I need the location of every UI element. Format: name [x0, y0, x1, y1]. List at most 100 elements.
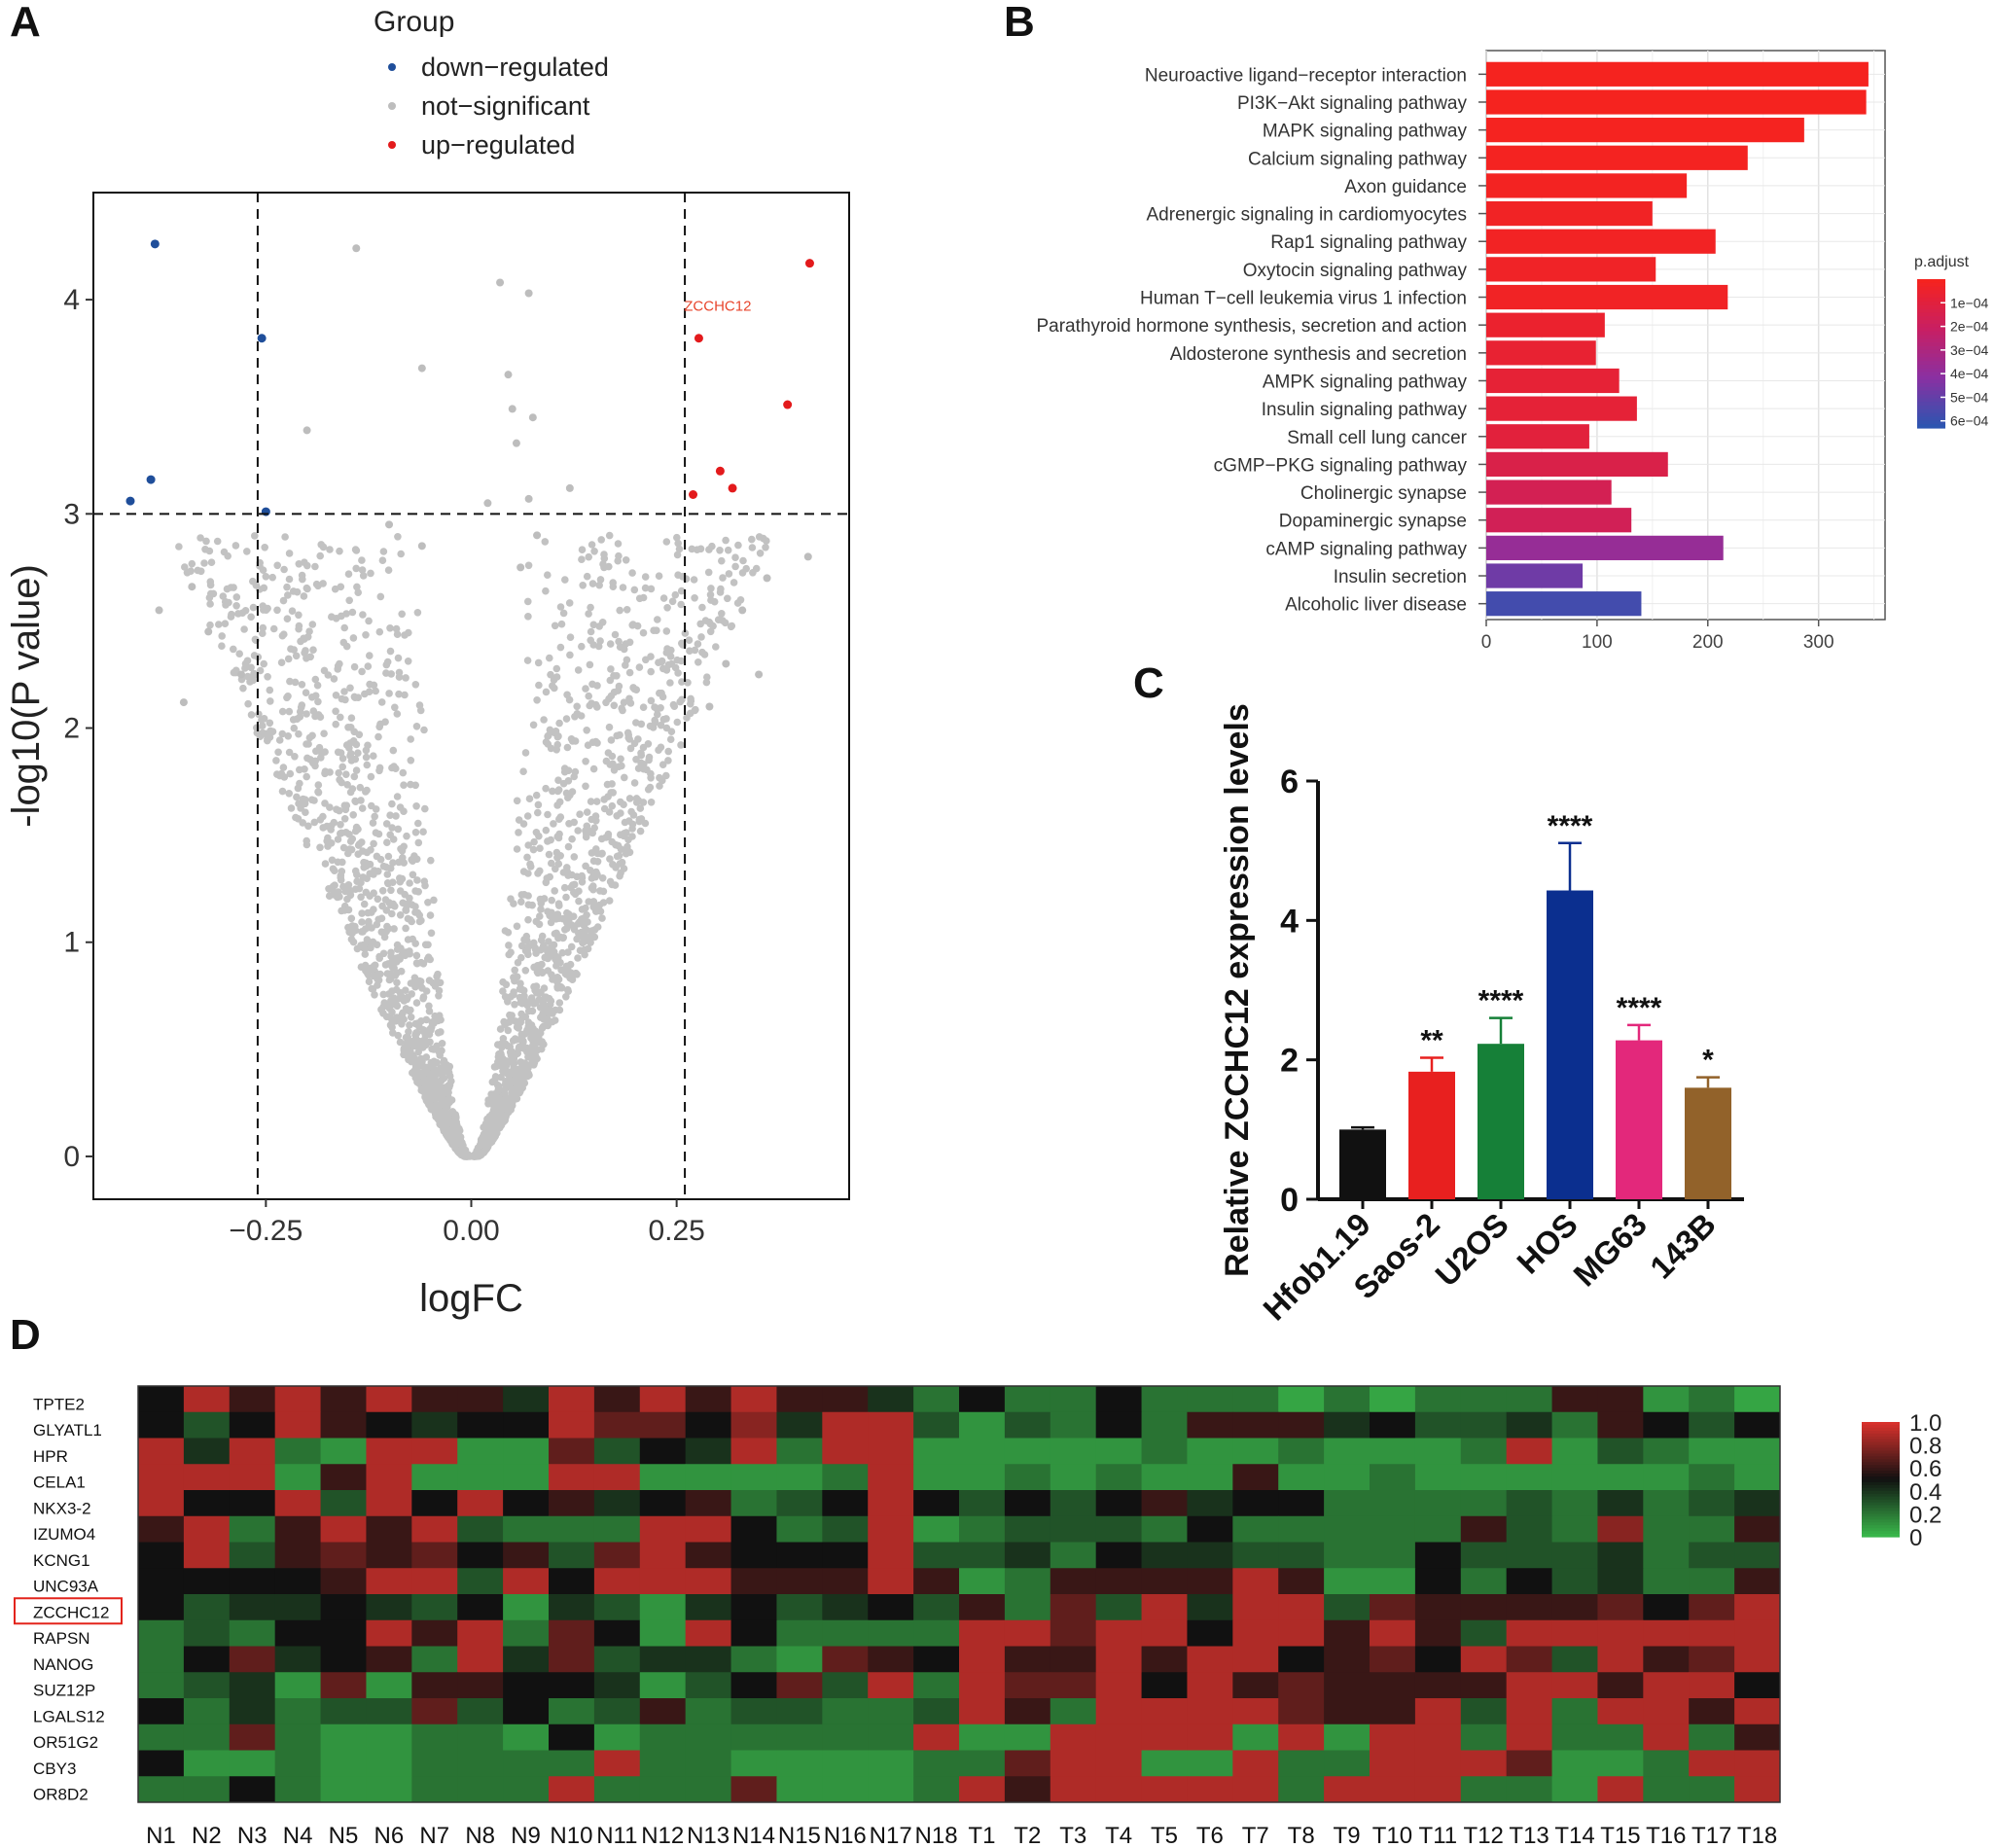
- not-significant-point: [607, 665, 615, 673]
- heatmap-cell: [1643, 1542, 1690, 1569]
- colorbar-swatch: [1917, 394, 1945, 399]
- not-significant-point: [356, 783, 365, 792]
- not-significant-point: [272, 757, 280, 764]
- colorbar-tick-label: 1e−04: [1950, 295, 1989, 310]
- not-significant-point: [317, 754, 325, 762]
- not-significant-point: [657, 721, 665, 729]
- not-significant-point: [494, 1053, 503, 1061]
- heatmap-cell: [1689, 1438, 1735, 1465]
- not-significant-point: [588, 580, 597, 587]
- heatmap-cell: [730, 1698, 777, 1725]
- not-significant-point: [352, 766, 361, 774]
- heatmap-cell: [593, 1464, 641, 1491]
- expression-bar: [1478, 1044, 1524, 1199]
- not-significant-point: [567, 942, 576, 951]
- not-significant-point: [600, 563, 608, 572]
- not-significant-point: [721, 619, 730, 627]
- not-significant-point: [474, 1144, 482, 1152]
- heatmap-cell: [1643, 1386, 1690, 1413]
- not-significant-point: [358, 556, 366, 564]
- not-significant-point: [425, 1007, 434, 1015]
- heatmap-cell: [1643, 1619, 1690, 1647]
- heatmap-cell: [138, 1568, 185, 1595]
- heatmap-cell: [549, 1672, 595, 1699]
- not-significant-point: [268, 728, 277, 735]
- not-significant-point: [655, 658, 662, 666]
- not-significant-point: [437, 1015, 445, 1024]
- pathway-bar: [1486, 451, 1668, 478]
- not-significant-point: [414, 819, 422, 828]
- not-significant-point: [555, 914, 563, 922]
- heatmap-cell: [1141, 1698, 1188, 1725]
- not-significant-point: [588, 931, 595, 939]
- not-significant-point: [587, 798, 595, 805]
- not-significant-point: [560, 764, 569, 772]
- not-significant-point: [403, 832, 410, 840]
- heatmap-cell: [1324, 1411, 1371, 1439]
- expression-bar: [1408, 1071, 1455, 1199]
- not-significant-point: [545, 994, 553, 1003]
- not-significant-point: [621, 818, 629, 827]
- not-significant-point: [593, 923, 602, 931]
- heatmap-column-label: N3: [237, 1823, 267, 1848]
- not-significant-point: [491, 1119, 499, 1126]
- heatmap-cell: [1597, 1776, 1644, 1803]
- volcano-point: [524, 289, 533, 298]
- colorbar-swatch: [1862, 1487, 1900, 1492]
- heatmap-cell: [503, 1568, 550, 1595]
- heatmap-cell: [1141, 1672, 1188, 1699]
- colorbar-tick-label: 4e−04: [1950, 366, 1989, 381]
- heatmap-column-label: T18: [1737, 1823, 1777, 1848]
- colorbar-swatch: [1862, 1450, 1900, 1455]
- not-significant-point: [513, 1023, 521, 1031]
- not-significant-point: [309, 646, 317, 654]
- not-significant-point: [537, 936, 546, 944]
- not-significant-point: [706, 627, 715, 636]
- not-significant-point: [524, 597, 532, 606]
- heatmap-cell: [776, 1594, 823, 1621]
- not-significant-point: [235, 650, 243, 657]
- colorbar-swatch: [1862, 1441, 1900, 1446]
- heatmap-cell: [1689, 1724, 1735, 1751]
- heatmap-cell: [1050, 1698, 1097, 1725]
- not-significant-point: [748, 544, 757, 551]
- not-significant-point: [196, 534, 204, 542]
- not-significant-point: [554, 776, 562, 784]
- heatmap-cell: [776, 1672, 823, 1699]
- not-significant-point: [397, 550, 406, 558]
- not-significant-point: [544, 907, 552, 915]
- heatmap-cell: [1414, 1619, 1462, 1647]
- colorbar-swatch: [1917, 364, 1945, 370]
- heatmap-cell: [593, 1619, 641, 1647]
- heatmap-cell: [593, 1438, 641, 1465]
- heatmap-cell: [1095, 1776, 1143, 1803]
- not-significant-point: [436, 978, 445, 987]
- not-significant-point: [565, 599, 574, 607]
- heatmap-cell: [639, 1515, 687, 1543]
- colorbar-swatch: [1862, 1519, 1900, 1523]
- heatmap-cell: [868, 1672, 914, 1699]
- heatmap-cell: [1095, 1464, 1143, 1491]
- not-significant-point: [259, 729, 267, 737]
- not-significant-point: [502, 980, 511, 989]
- not-significant-point: [562, 715, 571, 723]
- heatmap-cell: [1643, 1776, 1690, 1803]
- heatmap-cell: [1141, 1515, 1188, 1543]
- not-significant-point: [517, 1030, 526, 1039]
- heatmap-cell: [685, 1724, 732, 1751]
- heatmap-cell: [503, 1724, 550, 1751]
- heatmap-cell: [1141, 1490, 1188, 1517]
- heatmap-cell: [685, 1646, 732, 1673]
- heatmap-cell: [549, 1646, 595, 1673]
- heatmap-cell: [1050, 1386, 1097, 1413]
- not-significant-point: [336, 806, 343, 815]
- not-significant-point: [396, 803, 405, 811]
- not-significant-point: [445, 1088, 452, 1096]
- heatmap-cell: [1551, 1386, 1598, 1413]
- not-significant-point: [730, 579, 738, 586]
- heatmap-cell: [1734, 1698, 1781, 1725]
- not-significant-point: [247, 711, 256, 719]
- heatmap-cell: [868, 1568, 914, 1595]
- heatmap-cell: [320, 1646, 367, 1673]
- expression-bar: [1547, 890, 1593, 1199]
